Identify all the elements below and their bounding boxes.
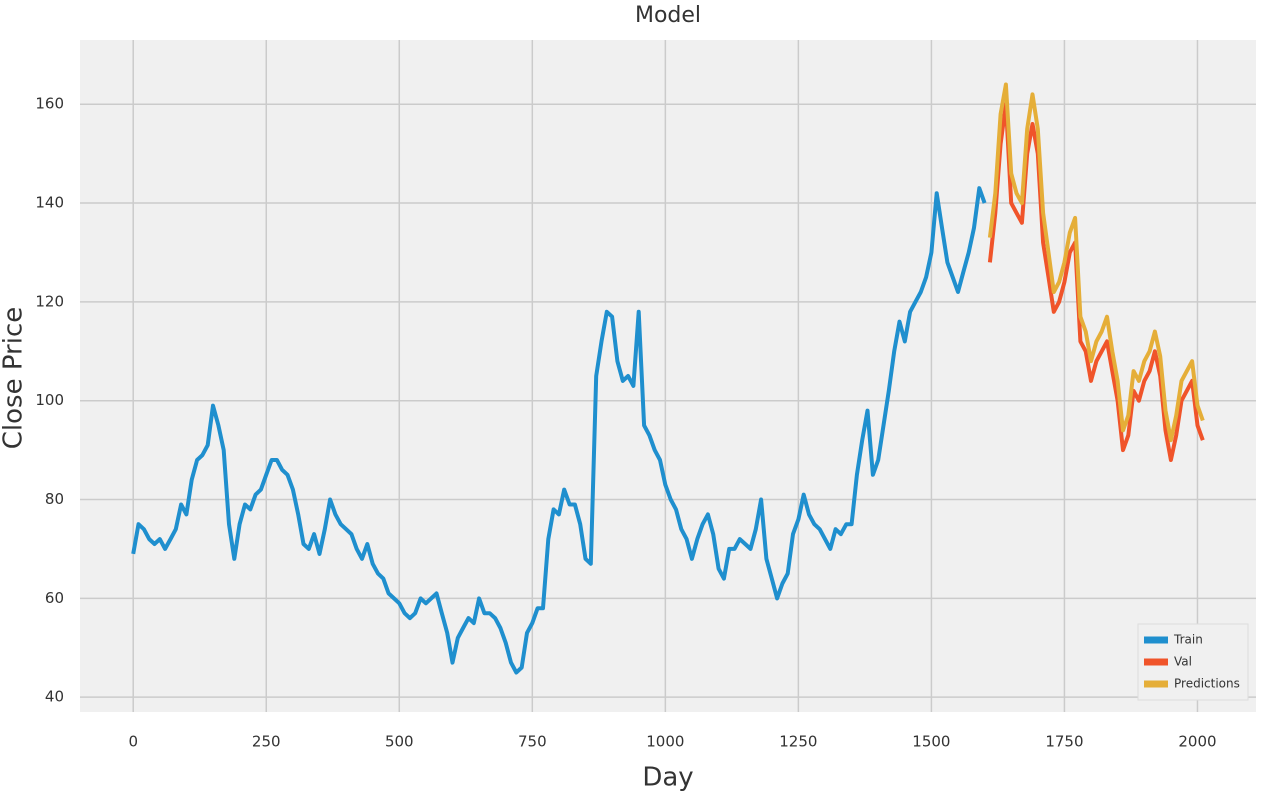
series-line — [131, 186, 987, 675]
y-tick-label: 60 — [45, 589, 64, 607]
y-tick-label: 100 — [35, 391, 64, 409]
legend-label: Val — [1174, 655, 1192, 669]
x-tick-label: 2000 — [1178, 733, 1216, 751]
x-tick-label: 0 — [128, 733, 138, 751]
chart-title: Model — [635, 3, 701, 28]
lines — [131, 82, 1205, 675]
plot-area — [80, 40, 1256, 712]
y-tick-label: 160 — [35, 95, 64, 113]
y-axis-label: Close Price — [0, 307, 29, 450]
x-axis-label: Day — [642, 763, 693, 793]
legend-label: Predictions — [1174, 677, 1240, 691]
y-tick-label: 120 — [35, 292, 64, 310]
legend: Train Val Predictions — [1137, 623, 1249, 701]
x-tick-label: 250 — [252, 733, 281, 751]
x-tick-label: 750 — [518, 733, 547, 751]
series-line — [987, 82, 1205, 443]
x-tick-label: 1500 — [912, 733, 950, 751]
y-tick-label: 140 — [35, 194, 64, 212]
legend-label: Train — [1173, 633, 1203, 647]
y-tick-label: 80 — [45, 490, 64, 508]
y-tick-label: 40 — [45, 688, 64, 706]
x-tick-label: 1750 — [1045, 733, 1083, 751]
x-tick-label: 1000 — [646, 733, 684, 751]
x-tick-label: 500 — [385, 733, 414, 751]
grid — [80, 40, 1256, 712]
x-tick-label: 1250 — [779, 733, 817, 751]
